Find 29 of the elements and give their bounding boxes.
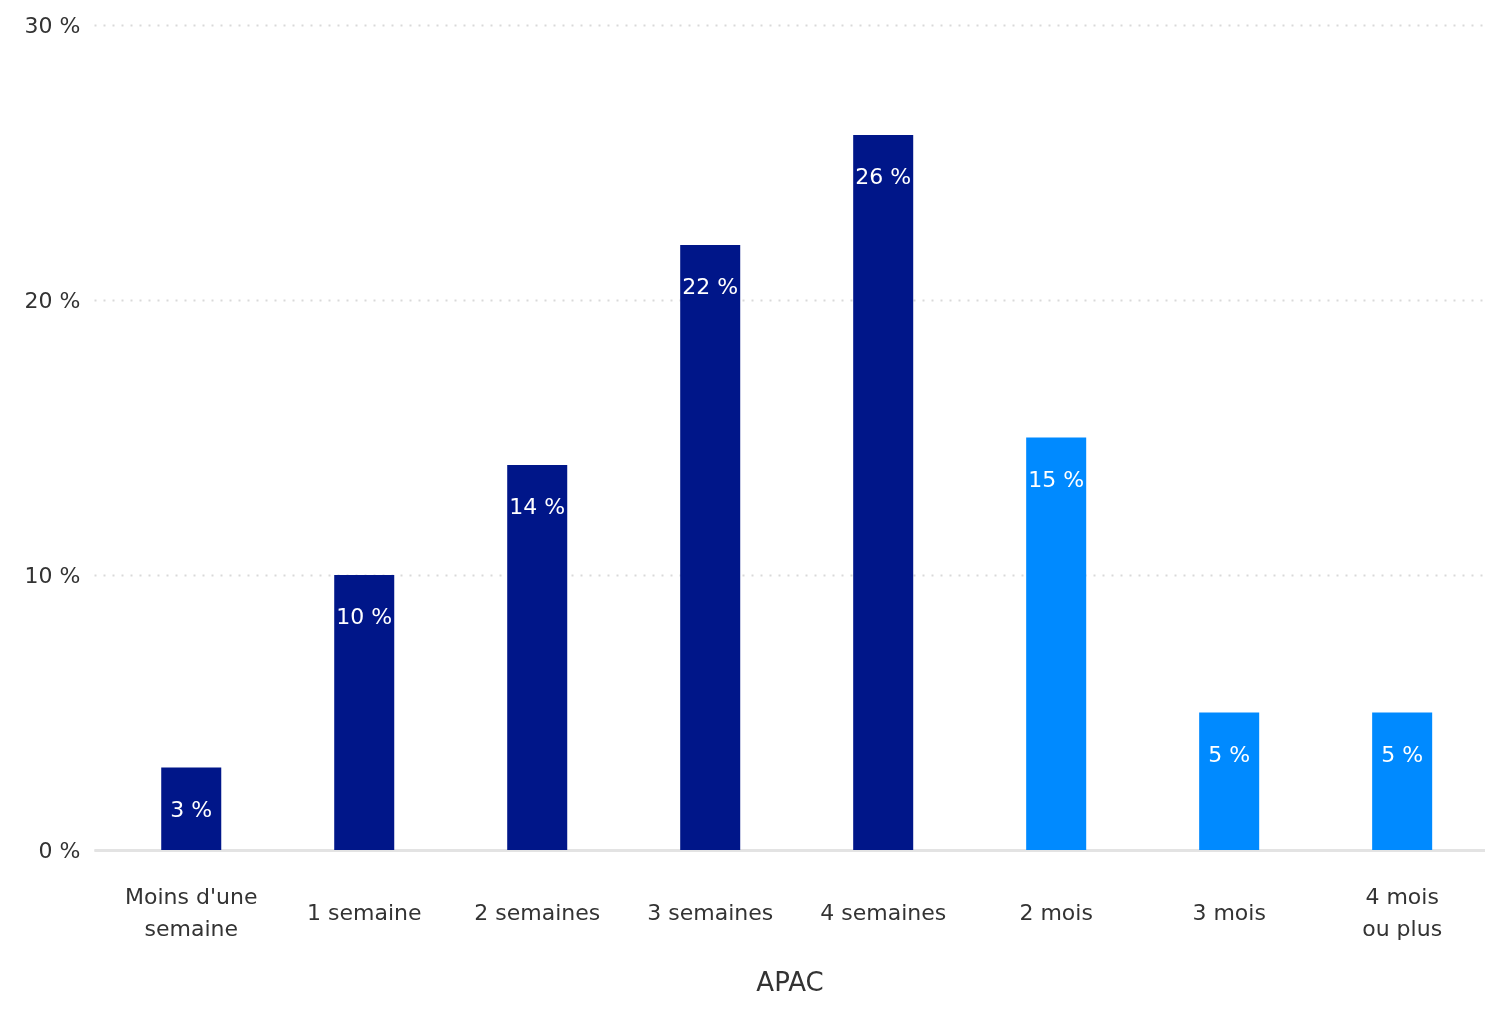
x-tick-label: 3 semaines [647,899,774,925]
data-label: 5 % [1381,741,1424,767]
x-tick-label: 4 semaines [820,899,947,925]
bar [334,575,395,850]
x-tick-label: 2 mois [1019,899,1093,925]
x-tick-label: Moins d'une semaine [125,883,258,941]
bar [853,135,914,850]
y-tick-label: 10 % [24,562,81,588]
data-label: 26 % [855,164,912,189]
bar [507,465,568,850]
data-label: 15 % [1028,466,1085,492]
data-label: 22 % [682,274,739,299]
bar [161,767,222,850]
data-label: 3 % [170,796,213,822]
y-tick-label: 20 % [24,287,81,313]
x-tick-label: 2 semaines [474,899,601,925]
data-label: 14 % [509,494,566,519]
bar [1199,712,1260,850]
data-label: 5 % [1208,741,1251,767]
bar [1372,712,1433,850]
y-tick-label: 0 % [38,837,81,863]
data-label: 10 % [336,604,393,629]
x-tick-label: 3 mois [1192,899,1266,925]
y-tick-label: 30 % [24,12,81,38]
bar [1026,437,1087,850]
x-tick-label: 1 semaine [306,899,422,925]
bar [680,245,741,850]
x-tick-label: 4 mois ou plus [1362,883,1443,941]
x-axis-title: APAC [756,966,824,997]
